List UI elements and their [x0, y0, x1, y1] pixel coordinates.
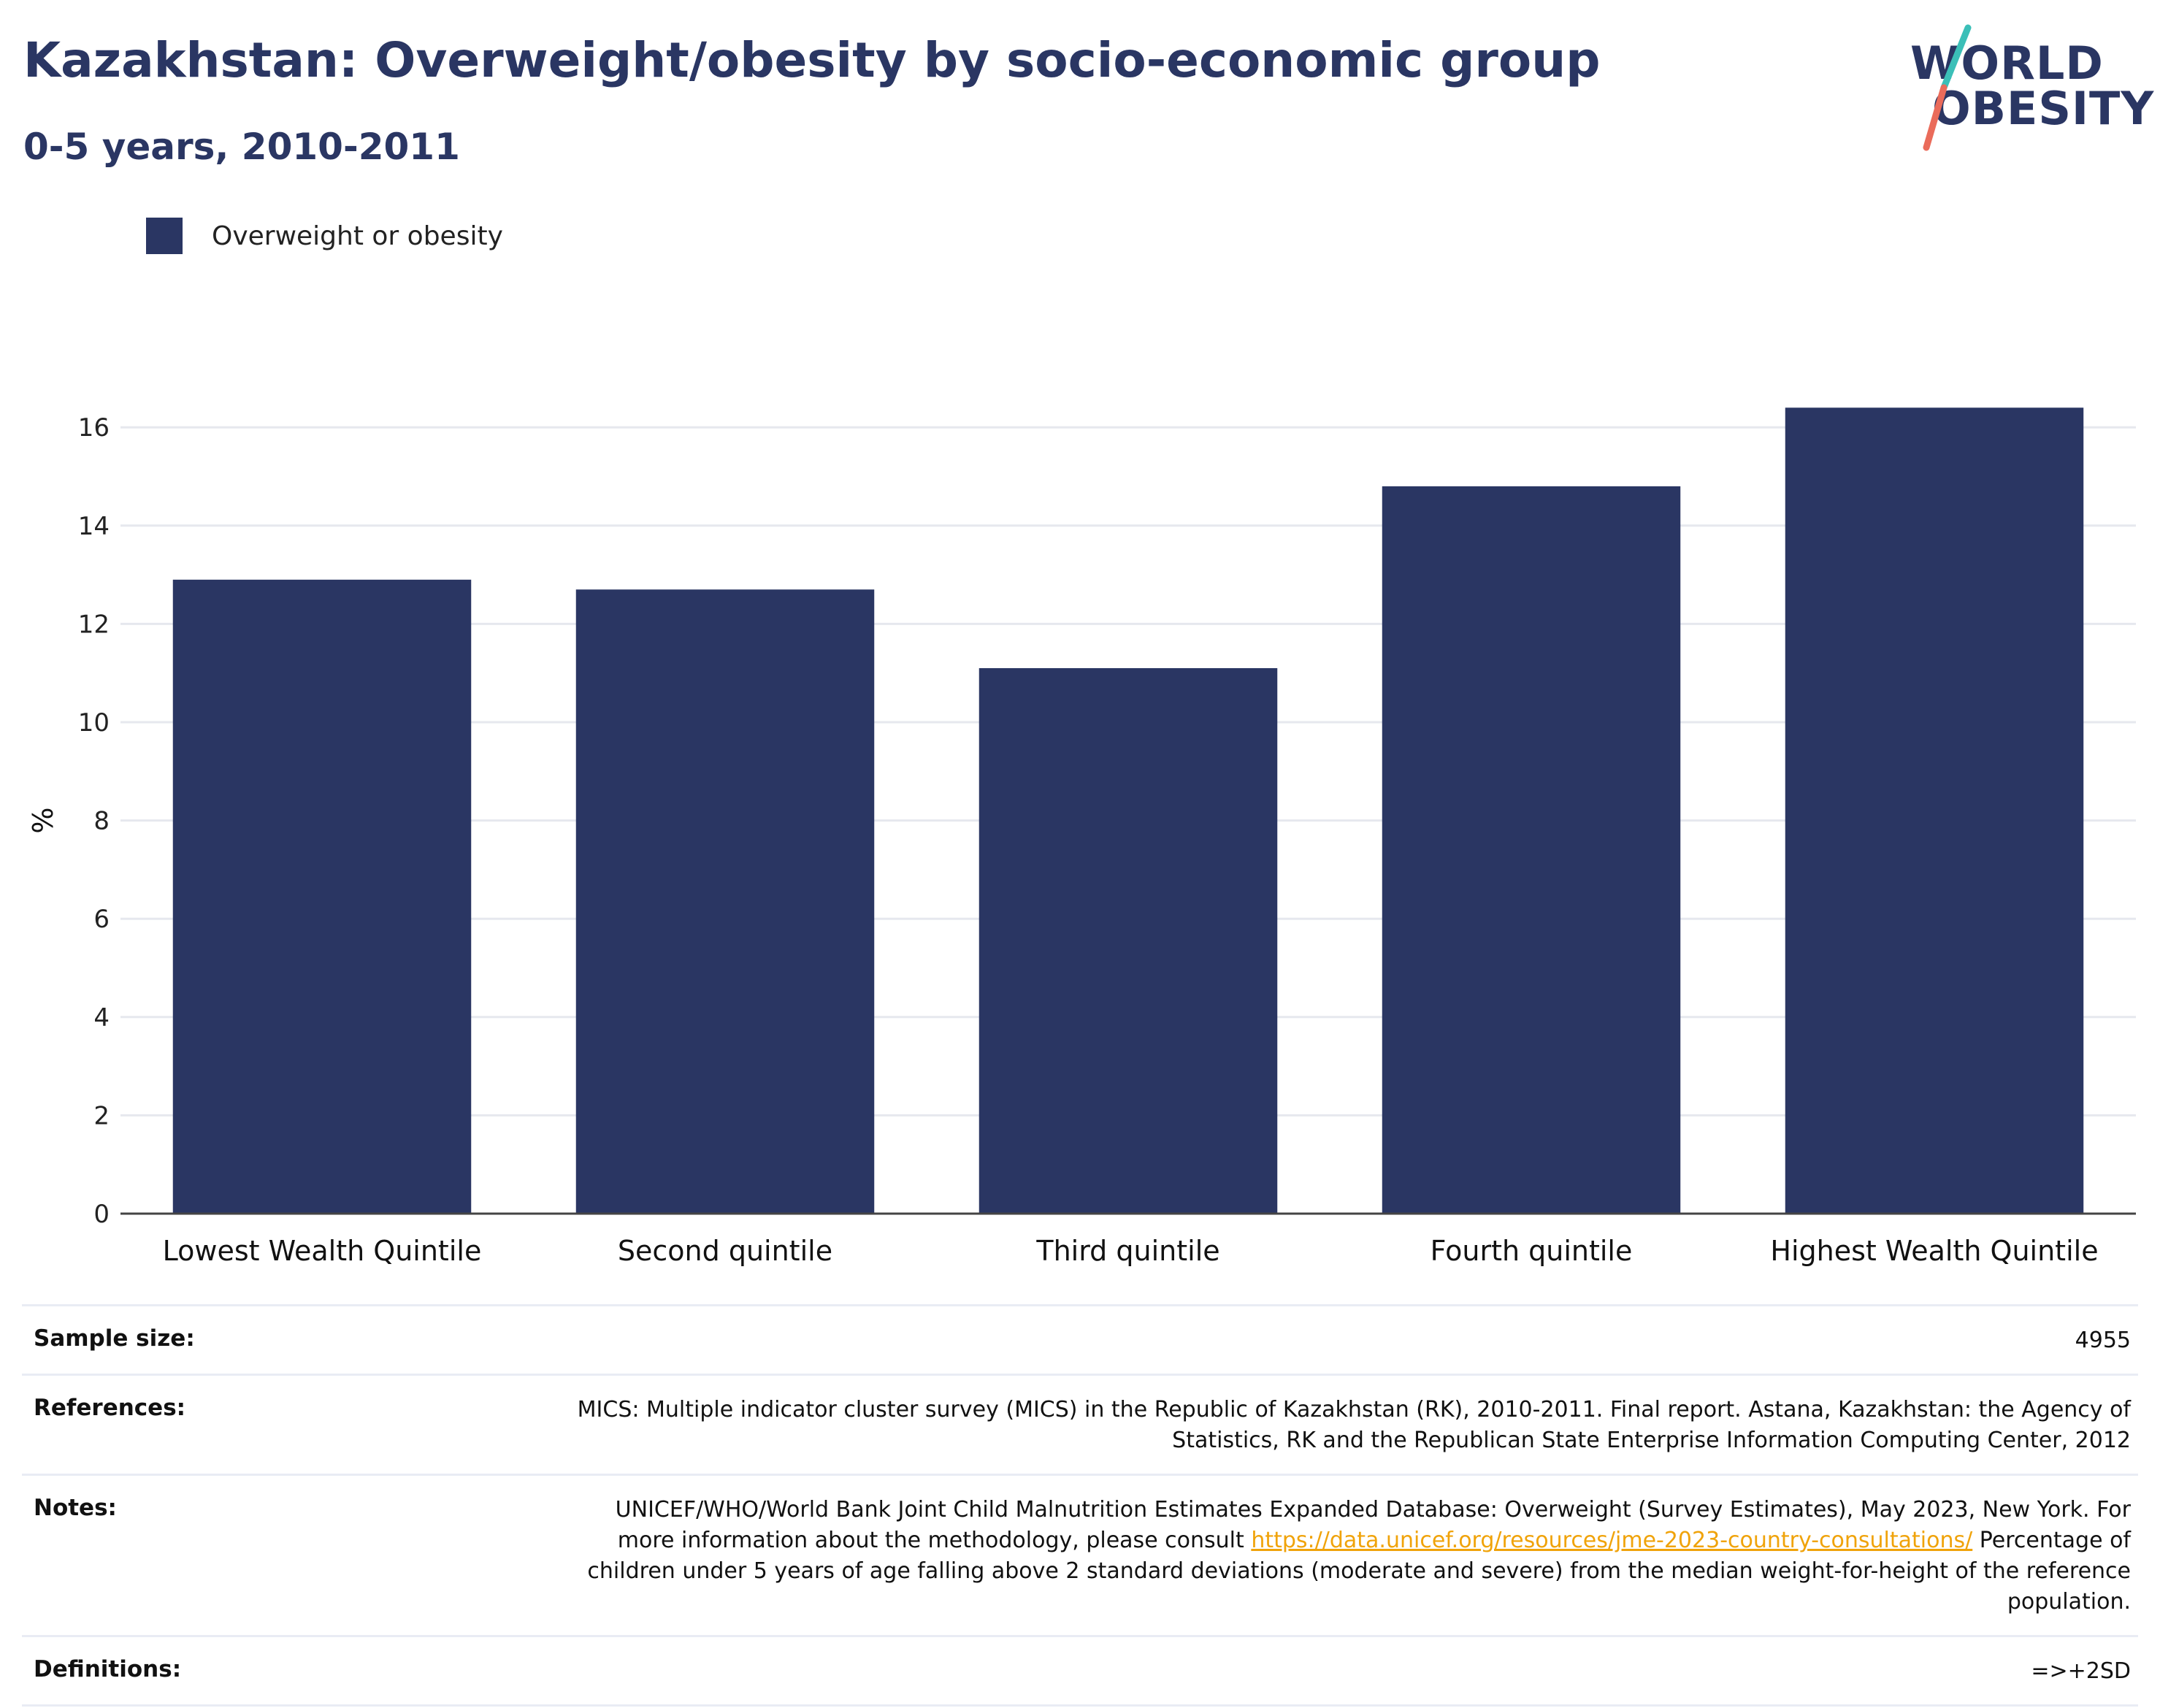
- x-tick-label: Third quintile: [1035, 1235, 1219, 1267]
- chart-title: Kazakhstan: Overweight/obesity by socio-…: [23, 32, 1601, 88]
- axes: 0 2 4 6 8 10 12 14 16 Lowest Wealth Quintile Secon…: [27, 413, 2136, 1267]
- y-tick-label: 10: [78, 708, 110, 738]
- notes-text-after: Percentage of children under 5 years of …: [587, 1528, 2131, 1615]
- sample-size-label: Sample size:: [34, 1325, 195, 1352]
- x-tick-label: Highest Wealth Quintile: [1770, 1235, 2098, 1267]
- definitions-label: Definitions:: [34, 1656, 182, 1682]
- bar: [1382, 486, 1681, 1214]
- info-table: Sample size: 4955 References: MICS: Mult…: [22, 1304, 2138, 1707]
- y-tick-label: 12: [78, 610, 110, 639]
- y-tick-label: 8: [93, 807, 110, 836]
- notes-link[interactable]: https://data.unicef.org/resources/jme-20…: [1251, 1528, 1973, 1553]
- bar: [575, 589, 875, 1214]
- logo-text-line1: WORLD: [1910, 37, 2104, 90]
- logo-slash-icon: [1923, 24, 1972, 151]
- info-row-notes: Notes: UNICEF/WHO/World Bank Joint Child…: [22, 1476, 2138, 1637]
- references-label: References:: [34, 1395, 186, 1421]
- legend-swatch: [146, 218, 183, 254]
- chart-legend: Overweight or obesity: [146, 216, 503, 256]
- y-tick-label: 2: [93, 1101, 110, 1130]
- chart-subtitle: 0-5 years, 2010-2011: [23, 126, 460, 168]
- bar: [978, 667, 1278, 1214]
- bar-chart: 0 2 4 6 8 10 12 14 16 Lowest Wealth Quintile Secon…: [27, 407, 2136, 1267]
- legend-label: Overweight or obesity: [212, 221, 503, 251]
- y-tick-label: 6: [93, 905, 110, 934]
- y-tick-label: 16: [78, 413, 110, 443]
- definitions-value: =>+2SD: [2031, 1658, 2131, 1684]
- x-tick-label: Second quintile: [618, 1235, 832, 1267]
- info-row-references: References: MICS: Multiple indicator clu…: [22, 1376, 2138, 1476]
- bar: [1785, 407, 2084, 1214]
- notes-value: UNICEF/WHO/World Bank Joint Child Malnut…: [568, 1495, 2138, 1617]
- y-tick-label: 4: [93, 1003, 110, 1033]
- y-axis-label: %: [27, 808, 59, 834]
- y-tick-label: 0: [93, 1200, 110, 1229]
- references-value: MICS: Multiple indicator cluster survey …: [577, 1397, 2131, 1453]
- y-tick-label: 14: [78, 512, 110, 541]
- logo-text-line2: OBESITY: [1932, 82, 2155, 135]
- sample-size-value: 4955: [2075, 1328, 2131, 1353]
- notes-label: Notes:: [34, 1495, 117, 1521]
- world-obesity-logo: WORLD OBESITY: [1899, 22, 2153, 153]
- info-row-definitions: Definitions: =>+2SD: [22, 1637, 2138, 1707]
- bar: [172, 579, 472, 1214]
- notes-text-before: UNICEF/WHO/World Bank Joint Child Malnut…: [615, 1497, 2131, 1553]
- x-tick-label: Lowest Wealth Quintile: [163, 1235, 482, 1267]
- info-row-sample-size: Sample size: 4955: [22, 1306, 2138, 1376]
- bars: [172, 407, 2084, 1214]
- x-tick-label: Fourth quintile: [1431, 1235, 1633, 1267]
